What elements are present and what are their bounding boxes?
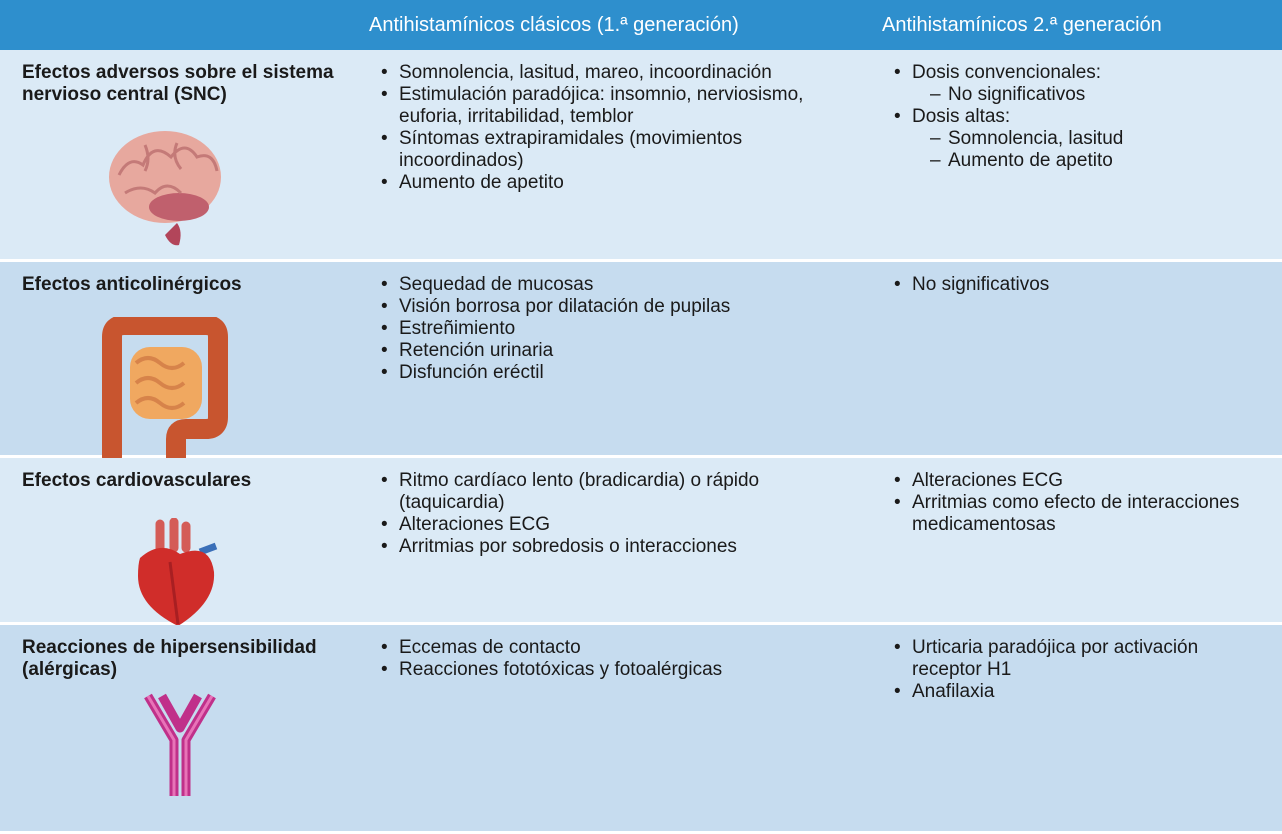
- bullet-list: Alteraciones ECGArritmias como efecto de…: [890, 470, 1272, 536]
- sub-item: Aumento de apetito: [912, 150, 1272, 172]
- item-text: Reacciones fototóxicas y fotoalérgicas: [399, 659, 723, 680]
- item-text: Sequedad de mucosas: [399, 274, 594, 295]
- cell-first-gen: Eccemas de contactoReacciones fototóxica…: [357, 625, 870, 834]
- item-text: Somnolencia, lasitud, mareo, incoordinac…: [399, 62, 772, 83]
- antibody-icon: [144, 693, 216, 796]
- item-text: Dosis convencionales:: [912, 62, 1102, 83]
- sub-list: Somnolencia, lasitudAumento de apetito: [912, 128, 1272, 172]
- item-text: Visión borrosa por dilatación de pupilas: [399, 296, 731, 317]
- cell-second-gen: No significativos: [870, 262, 1282, 458]
- bullet-item: Arritmias por sobredosis o interacciones: [377, 536, 860, 558]
- item-text: Ritmo cardíaco lento (bradicardia) o ráp…: [399, 470, 760, 513]
- row-label-cell: Efectos adversos sobre el sistema nervio…: [0, 50, 357, 262]
- item-text: Urticaria paradójica por activación rece…: [912, 637, 1199, 680]
- brain-icon: [109, 131, 221, 246]
- item-text: No significativos: [912, 274, 1050, 295]
- bullet-item: Anafilaxia: [890, 681, 1272, 703]
- cell-first-gen: Sequedad de mucosasVisión borrosa por di…: [357, 262, 870, 458]
- cell-second-gen: Alteraciones ECGArritmias como efecto de…: [870, 458, 1282, 625]
- sub-item: Somnolencia, lasitud: [912, 128, 1272, 150]
- row-label: Efectos cardiovasculares: [22, 470, 252, 491]
- row-label-cell: Efectos cardiovasculares: [0, 458, 357, 626]
- cell-second-gen: Urticaria paradójica por activación rece…: [870, 625, 1282, 834]
- bullet-item: Disfunción eréctil: [377, 362, 860, 384]
- cell-second-gen: Dosis convencionales:No significativosDo…: [870, 50, 1282, 262]
- bullet-item: Alteraciones ECG: [890, 470, 1272, 492]
- item-text: Retención urinaria: [399, 340, 554, 361]
- bullet-item: Síntomas extrapiramidales (movimientos i…: [377, 128, 860, 172]
- bullet-item: Dosis altas:Somnolencia, lasitudAumento …: [890, 106, 1272, 172]
- row-label: Efectos anticolinérgicos: [22, 274, 242, 295]
- bullet-item: Urticaria paradójica por activación rece…: [890, 637, 1272, 681]
- bullet-item: Sequedad de mucosas: [377, 274, 860, 296]
- bullet-item: Visión borrosa por dilatación de pupilas: [377, 296, 860, 318]
- bullet-item: Alteraciones ECG: [377, 514, 860, 536]
- heart-icon: [138, 518, 218, 626]
- bullet-item: Ritmo cardíaco lento (bradicardia) o ráp…: [377, 470, 860, 514]
- item-text: Disfunción eréctil: [399, 362, 544, 383]
- row-label: Reacciones de hipersensibilidad (alérgic…: [22, 637, 317, 680]
- item-text: Estreñimiento: [399, 318, 516, 339]
- item-text: Arritmias por sobredosis o interacciones: [399, 536, 737, 557]
- item-text: Síntomas extrapiramidales (movimientos i…: [399, 128, 743, 171]
- item-text: Alteraciones ECG: [912, 470, 1064, 491]
- bullet-list: Urticaria paradójica por activación rece…: [890, 637, 1272, 703]
- item-text: Anafilaxia: [912, 681, 995, 702]
- cell-first-gen: Ritmo cardíaco lento (bradicardia) o ráp…: [357, 458, 870, 625]
- item-text: Alteraciones ECG: [399, 514, 551, 535]
- bullet-item: Retención urinaria: [377, 340, 860, 362]
- bullet-item: Aumento de apetito: [377, 172, 860, 194]
- bullet-item: Somnolencia, lasitud, mareo, incoordinac…: [377, 62, 860, 84]
- bullet-item: Eccemas de contacto: [377, 637, 860, 659]
- bullet-item: Dosis convencionales:No significativos: [890, 62, 1272, 106]
- cell-first-gen: Somnolencia, lasitud, mareo, incoordinac…: [357, 50, 870, 262]
- bullet-list: Ritmo cardíaco lento (bradicardia) o ráp…: [377, 470, 860, 558]
- bullet-list: Sequedad de mucosasVisión borrosa por di…: [377, 274, 860, 384]
- sub-list: No significativos: [912, 84, 1272, 106]
- row-label-cell: Reacciones de hipersensibilidad (alérgic…: [0, 625, 357, 834]
- header-cell: Antihistamínicos 2.ª generación: [870, 0, 1282, 50]
- item-text: Estimulación paradójica: insomnio, nervi…: [399, 84, 804, 127]
- bullet-list: No significativos: [890, 274, 1272, 296]
- bullet-list: Somnolencia, lasitud, mareo, incoordinac…: [377, 62, 860, 194]
- header-cell: Antihistamínicos clásicos (1.ª generació…: [357, 0, 870, 50]
- bullet-list: Dosis convencionales:No significativosDo…: [890, 62, 1272, 172]
- bullet-item: Estreñimiento: [377, 318, 860, 340]
- row-label: Efectos adversos sobre el sistema nervio…: [22, 62, 334, 105]
- sub-item: No significativos: [912, 84, 1272, 106]
- intestine-icon: [102, 317, 228, 467]
- bullet-item: Arritmias como efecto de interacciones m…: [890, 492, 1272, 536]
- bullet-list: Eccemas de contactoReacciones fototóxica…: [377, 637, 860, 681]
- item-text: Arritmias como efecto de interacciones m…: [912, 492, 1240, 535]
- item-text: Aumento de apetito: [399, 172, 564, 193]
- header-empty: [0, 0, 357, 50]
- item-text: Eccemas de contacto: [399, 637, 581, 658]
- bullet-item: No significativos: [890, 274, 1272, 296]
- bullet-item: Reacciones fototóxicas y fotoalérgicas: [377, 659, 860, 681]
- bullet-item: Estimulación paradójica: insomnio, nervi…: [377, 84, 860, 128]
- row-label-cell: Efectos anticolinérgicos: [0, 262, 357, 467]
- item-text: Dosis altas:: [912, 106, 1011, 127]
